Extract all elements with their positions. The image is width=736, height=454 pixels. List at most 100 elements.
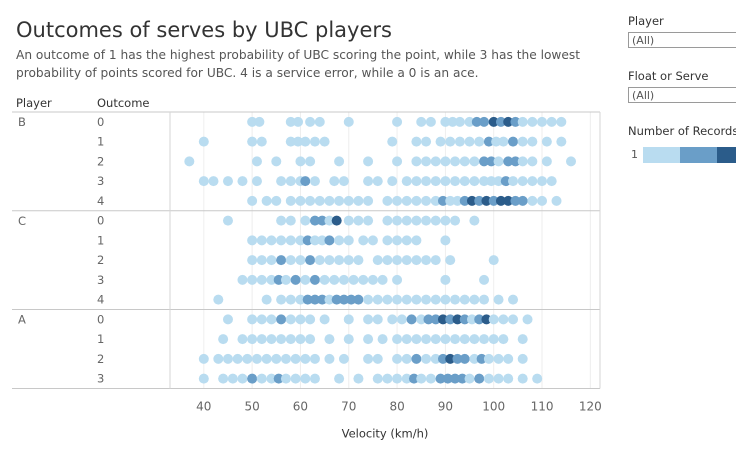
data-point: [208, 176, 219, 187]
data-point: [309, 353, 320, 364]
player-label: A: [18, 313, 26, 327]
data-point: [343, 255, 354, 266]
data-point: [247, 314, 258, 325]
data-point: [527, 116, 538, 127]
data-point: [343, 235, 354, 246]
data-point: [495, 116, 506, 127]
data-point: [198, 373, 209, 384]
data-point: [222, 176, 233, 187]
data-point: [483, 373, 494, 384]
data-point: [271, 353, 282, 364]
data-point: [537, 176, 548, 187]
data-point: [411, 294, 422, 305]
data-point: [483, 136, 494, 147]
data-point: [392, 353, 403, 364]
x-tick-label: 70: [341, 400, 356, 414]
outcome-label: 2: [97, 154, 104, 168]
data-point: [421, 215, 432, 226]
data-point: [309, 176, 320, 187]
data-point: [445, 255, 456, 266]
data-point: [222, 353, 233, 364]
data-point: [324, 235, 335, 246]
data-point: [488, 334, 499, 345]
data-point: [445, 136, 456, 147]
data-point: [411, 215, 422, 226]
data-point: [271, 195, 282, 206]
data-point: [276, 334, 287, 345]
float-serve-filter-select[interactable]: (All): [628, 87, 736, 103]
data-point: [363, 195, 374, 206]
player-filter-label: Player: [628, 14, 664, 28]
data-point: [261, 195, 272, 206]
outcome-column-header: Outcome: [97, 96, 150, 110]
data-point: [488, 314, 499, 325]
data-point: [213, 294, 224, 305]
x-tick-label: 110: [531, 400, 554, 414]
data-point: [290, 274, 301, 285]
data-point: [517, 136, 528, 147]
data-point: [447, 116, 458, 127]
data-point: [392, 334, 403, 345]
x-tick-label: 60: [293, 400, 308, 414]
data-point: [392, 294, 403, 305]
data-point: [527, 136, 538, 147]
data-point: [430, 195, 441, 206]
data-point: [372, 294, 383, 305]
data-point: [454, 136, 465, 147]
data-point: [479, 116, 490, 127]
data-point: [382, 294, 393, 305]
data-point: [440, 116, 451, 127]
player-filter-select[interactable]: (All): [628, 32, 736, 48]
data-point: [471, 116, 482, 127]
x-tick-label: 50: [244, 400, 259, 414]
data-point: [343, 195, 354, 206]
data-point: [324, 334, 335, 345]
data-point: [324, 195, 335, 206]
data-point: [343, 116, 354, 127]
data-point: [329, 274, 340, 285]
data-point: [517, 176, 528, 187]
data-point: [466, 195, 477, 206]
data-point: [469, 176, 480, 187]
data-point: [271, 156, 282, 167]
data-point: [290, 373, 301, 384]
data-point: [421, 334, 432, 345]
data-point: [319, 136, 330, 147]
data-point: [479, 294, 490, 305]
data-point: [517, 353, 528, 364]
data-point: [392, 235, 403, 246]
data-point: [293, 136, 304, 147]
x-tick-label: 120: [579, 400, 602, 414]
data-point: [372, 255, 383, 266]
data-point: [450, 294, 461, 305]
data-point: [338, 274, 349, 285]
data-point: [251, 353, 262, 364]
data-point: [392, 116, 403, 127]
data-point: [440, 294, 451, 305]
data-point: [305, 334, 316, 345]
data-point: [551, 195, 562, 206]
data-point: [363, 353, 374, 364]
data-point: [508, 314, 519, 325]
data-point: [392, 156, 403, 167]
data-point: [319, 314, 330, 325]
data-point: [309, 136, 320, 147]
data-point: [329, 176, 340, 187]
data-point: [372, 176, 383, 187]
data-point: [324, 294, 335, 305]
data-point: [437, 314, 448, 325]
data-point: [353, 255, 364, 266]
data-point: [474, 373, 485, 384]
data-point: [237, 274, 248, 285]
data-point: [469, 353, 480, 364]
data-point: [247, 195, 258, 206]
data-point: [452, 353, 463, 364]
data-point: [266, 334, 277, 345]
data-point: [285, 195, 296, 206]
outcome-label: 1: [97, 332, 104, 346]
data-point: [353, 195, 364, 206]
data-point: [314, 195, 325, 206]
data-point: [556, 136, 567, 147]
data-point: [247, 136, 258, 147]
data-point: [392, 373, 403, 384]
